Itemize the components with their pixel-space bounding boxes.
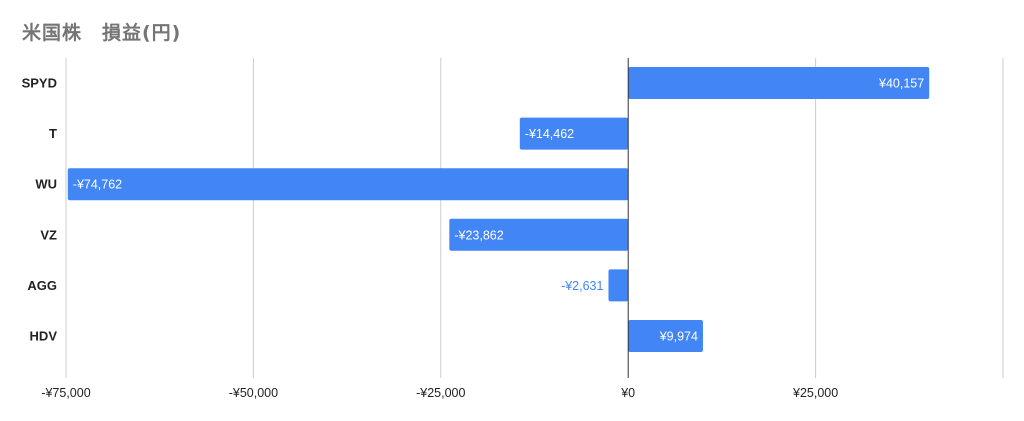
x-tick-label: -¥75,000 bbox=[41, 386, 90, 400]
data-label: ¥40,157 bbox=[878, 77, 924, 91]
bar bbox=[628, 320, 703, 352]
grid-lines bbox=[65, 58, 1004, 378]
bar bbox=[608, 269, 629, 302]
data-label: -¥14,462 bbox=[525, 127, 574, 141]
bar bbox=[628, 67, 930, 99]
x-tick-label: -¥50,000 bbox=[229, 386, 278, 400]
x-tick-label: ¥0 bbox=[620, 386, 635, 400]
x-tick-label: -¥25,000 bbox=[416, 386, 465, 400]
category-label: SPYD bbox=[22, 76, 57, 91]
category-label: T bbox=[49, 126, 57, 141]
chart-title: 米国株 損益(円) bbox=[22, 22, 182, 44]
bar bbox=[449, 218, 629, 251]
data-label: ¥9,974 bbox=[659, 330, 698, 344]
x-axis-ticks: -¥75,000 -¥50,000 -¥25,000 ¥0 ¥25,000 bbox=[41, 386, 838, 400]
bar bbox=[67, 168, 629, 201]
data-label: -¥2,631 bbox=[561, 279, 603, 293]
bars bbox=[67, 67, 930, 352]
category-label: AGG bbox=[27, 278, 57, 293]
category-label: WU bbox=[35, 177, 57, 192]
data-label: -¥23,862 bbox=[454, 228, 503, 242]
data-label: -¥74,762 bbox=[73, 178, 122, 192]
data-labels: ¥40,157 -¥14,462 -¥74,762 -¥23,862 -¥2,631 ¥9… bbox=[73, 77, 924, 344]
x-tick-label: ¥25,000 bbox=[792, 386, 838, 400]
category-labels: SPYD T WU VZ AGG HDV bbox=[22, 76, 58, 344]
bar bbox=[519, 117, 629, 150]
category-label: VZ bbox=[40, 227, 57, 242]
category-label: HDV bbox=[30, 329, 58, 344]
